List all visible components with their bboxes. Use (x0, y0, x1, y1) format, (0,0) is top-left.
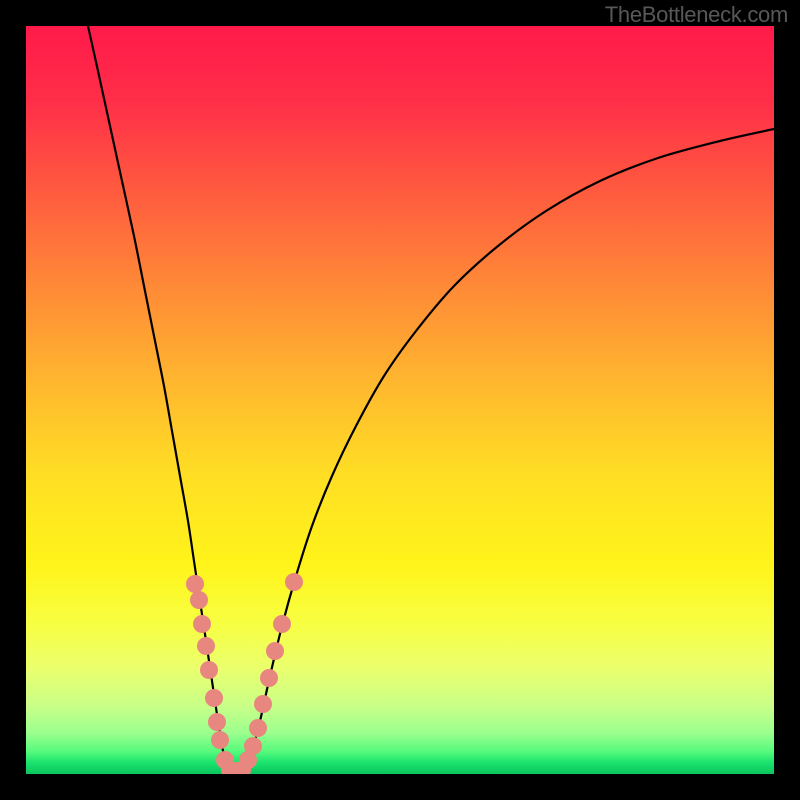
data-marker (186, 575, 204, 593)
plot-background (26, 26, 774, 774)
data-marker (249, 719, 267, 737)
data-marker (197, 637, 215, 655)
data-marker (244, 737, 262, 755)
data-marker (273, 615, 291, 633)
data-marker (285, 573, 303, 591)
data-marker (266, 642, 284, 660)
plot-area (26, 26, 774, 774)
data-marker (200, 661, 218, 679)
data-marker (190, 591, 208, 609)
data-marker (260, 669, 278, 687)
data-marker (205, 689, 223, 707)
data-marker (254, 695, 272, 713)
data-marker (193, 615, 211, 633)
data-marker (208, 713, 226, 731)
data-marker (211, 731, 229, 749)
plot-svg (26, 26, 774, 774)
watermark-text: TheBottleneck.com (605, 2, 788, 28)
chart-container: TheBottleneck.com (0, 0, 800, 800)
